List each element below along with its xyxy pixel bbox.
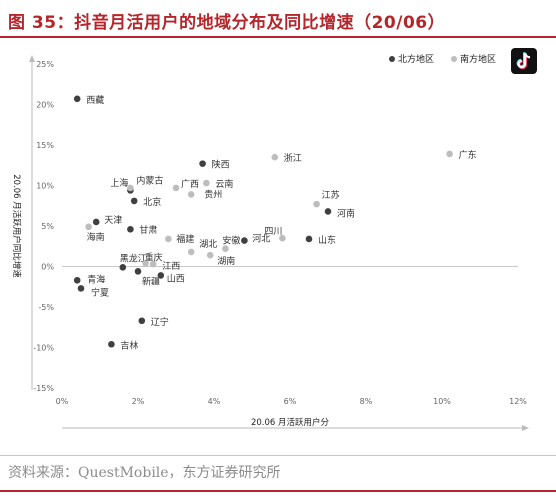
point-label: 河南 xyxy=(337,207,355,219)
point-label: 福建 xyxy=(176,233,194,245)
x-tick-label: 10% xyxy=(433,397,451,406)
point-label: 河北 xyxy=(252,233,270,245)
legend: 北方地区 南方地区 xyxy=(389,53,496,65)
data-point xyxy=(271,153,279,161)
data-point xyxy=(149,260,157,268)
data-point xyxy=(119,264,127,271)
data-point xyxy=(73,95,81,103)
data-point xyxy=(77,285,85,292)
title-bar: 图 35：抖音月活用户的地域分布及同比增速（20/06） xyxy=(0,0,556,36)
data-point xyxy=(446,150,453,158)
data-point xyxy=(127,184,134,192)
scatter-chart: -15% -10% -5% 0% 5% 10% 15% 20% 25% 0% 2% 4% 6% 8% 10%… xyxy=(11,53,529,431)
point-label: 浙江 xyxy=(284,152,302,164)
point-label: 湖北 xyxy=(199,239,217,250)
source-note: 资料来源：QuestMobile，东方证券研究所 xyxy=(8,465,281,481)
y-tick-label: 15% xyxy=(36,141,54,150)
point-label: 新疆 xyxy=(142,275,160,287)
x-tick-label: 8% xyxy=(360,397,373,406)
point-label: 重庆 xyxy=(145,251,163,263)
data-point xyxy=(134,268,142,275)
point-label: 贵州 xyxy=(204,188,222,200)
data-point xyxy=(108,340,115,348)
data-point xyxy=(305,235,313,243)
bottom-rule xyxy=(0,490,556,492)
y-tick-label: 20% xyxy=(36,101,54,110)
data-point xyxy=(172,184,180,192)
y-axis-arrow xyxy=(29,55,35,62)
point-label: 湖南 xyxy=(217,255,235,267)
point-label: 甘肃 xyxy=(139,224,157,236)
data-point xyxy=(241,237,248,244)
x-axis-arrow xyxy=(522,425,529,431)
y-tick-label: 25% xyxy=(36,60,54,69)
legend-marker xyxy=(451,56,457,62)
data-point xyxy=(313,200,320,208)
point-label: 江苏 xyxy=(322,189,340,201)
data-point xyxy=(203,179,210,187)
y-tick-label: 5% xyxy=(41,222,54,231)
y-tick-label: -10% xyxy=(33,344,54,353)
y-axis-title: 20.06 月活跃用户同比增速 xyxy=(11,174,22,278)
x-tick-label: 2% xyxy=(132,397,145,406)
x-tick-label: 6% xyxy=(284,397,297,406)
legend-marker xyxy=(389,56,395,62)
data-point xyxy=(324,208,332,215)
point-label: 山西 xyxy=(167,273,185,284)
y-tick-label: -5% xyxy=(38,303,54,312)
tiktok-logo-icon xyxy=(511,48,537,74)
point-label: 宁夏 xyxy=(91,286,109,298)
data-point xyxy=(222,245,229,252)
point-label: 广东 xyxy=(459,149,477,161)
data-point xyxy=(85,223,92,231)
data-point xyxy=(199,160,206,167)
title-rule xyxy=(0,36,556,38)
point-label: 四川 xyxy=(264,227,282,237)
point-label: 辽宁 xyxy=(151,316,169,328)
data-point xyxy=(187,248,195,256)
data-point xyxy=(127,225,134,233)
point-label: 云南 xyxy=(215,178,233,190)
point-label: 青海 xyxy=(87,273,105,285)
legend-label: 南方地区 xyxy=(460,53,496,65)
footer-rule xyxy=(0,455,556,456)
legend-label: 北方地区 xyxy=(398,53,434,65)
data-point xyxy=(206,251,214,259)
data-point xyxy=(165,235,172,243)
data-point xyxy=(142,259,149,267)
x-axis-title: 20.06 月活跃用户分 xyxy=(251,417,330,428)
y-tick-label: 0% xyxy=(41,263,54,272)
axes-group: -15% -10% -5% 0% 5% 10% 15% 20% 25% 0% 2% 4% 6% 8% 10%… xyxy=(11,55,529,431)
point-label: 江西 xyxy=(162,261,180,272)
x-tick-label: 0% xyxy=(56,397,69,406)
figure-title: 图 35：抖音月活用户的地域分布及同比增速（20/06） xyxy=(8,13,446,33)
data-point xyxy=(157,272,165,279)
data-point xyxy=(187,191,195,198)
point-label: 陕西 xyxy=(212,159,230,171)
point-label: 吉林 xyxy=(120,339,138,351)
tiktok-note-glyph xyxy=(516,52,531,70)
point-label: 黑龙江 xyxy=(120,252,147,264)
point-label: 山东 xyxy=(318,234,336,246)
point-label: 上海 xyxy=(110,177,128,189)
point-label: 天津 xyxy=(104,215,122,226)
point-label: 广西 xyxy=(181,178,199,190)
point-label: 内蒙古 xyxy=(136,174,163,186)
point-label: 西藏 xyxy=(86,94,104,106)
point-label: 安徽 xyxy=(222,235,240,247)
x-tick-label: 12% xyxy=(509,397,527,406)
y-tick-label: 10% xyxy=(36,182,54,191)
data-point xyxy=(138,317,146,325)
data-point xyxy=(130,197,138,205)
data-point xyxy=(73,276,81,284)
x-tick-label: 4% xyxy=(208,397,221,406)
data-point xyxy=(92,218,100,226)
data-point xyxy=(279,234,286,242)
point-label: 北京 xyxy=(143,196,161,208)
point-label: 海南 xyxy=(87,231,105,243)
y-tick-label: -15% xyxy=(33,384,54,393)
